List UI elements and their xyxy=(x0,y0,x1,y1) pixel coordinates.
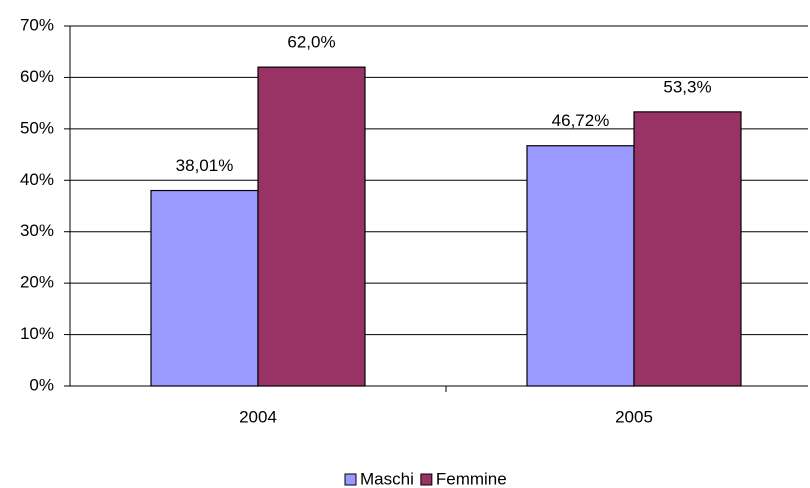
data-label: 46,72% xyxy=(552,111,610,130)
y-tick-label: 10% xyxy=(20,324,54,343)
bar xyxy=(633,111,742,387)
legend-swatch xyxy=(420,473,433,486)
bar xyxy=(257,66,366,387)
legend-label: Femmine xyxy=(436,469,507,488)
data-label: 62,0% xyxy=(287,33,335,52)
y-tick-label: 0% xyxy=(29,375,54,394)
y-tick-label: 70% xyxy=(20,15,54,34)
y-tick-label: 30% xyxy=(20,221,54,240)
data-label: 38,01% xyxy=(176,156,234,175)
y-tick-label: 60% xyxy=(20,67,54,86)
x-tick-label: 2005 xyxy=(615,407,653,426)
bar xyxy=(150,189,259,387)
y-tick-label: 40% xyxy=(20,170,54,189)
data-label: 53,3% xyxy=(663,77,711,96)
legend-swatch xyxy=(344,473,357,486)
legend-label: Maschi xyxy=(360,469,414,488)
x-tick-label: 2004 xyxy=(239,407,277,426)
y-tick-label: 50% xyxy=(20,118,54,137)
y-tick-label: 20% xyxy=(20,273,54,292)
bar xyxy=(526,145,635,387)
